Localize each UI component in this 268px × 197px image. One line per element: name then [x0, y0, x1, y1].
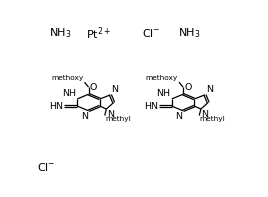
Text: NH: NH: [157, 89, 170, 98]
Text: N: N: [81, 112, 88, 121]
Text: N: N: [111, 85, 118, 94]
Text: methoxy: methoxy: [146, 75, 178, 81]
Text: NH$_3$: NH$_3$: [49, 27, 72, 40]
Text: N: N: [201, 110, 208, 119]
Text: N: N: [107, 110, 114, 119]
Text: HN: HN: [144, 102, 158, 111]
Text: NH: NH: [62, 89, 76, 98]
Text: O: O: [90, 83, 97, 92]
Text: Cl$^{-}$: Cl$^{-}$: [37, 161, 55, 173]
Text: Pt$^{2+}$: Pt$^{2+}$: [86, 25, 111, 42]
Text: N: N: [206, 85, 213, 94]
Text: N: N: [175, 112, 182, 121]
Text: methyl: methyl: [105, 116, 131, 122]
Text: methoxy: methoxy: [51, 75, 83, 81]
Text: HN: HN: [50, 102, 64, 111]
Text: NH$_3$: NH$_3$: [178, 27, 201, 40]
Text: Cl$^{-}$: Cl$^{-}$: [142, 28, 160, 40]
Text: O: O: [184, 83, 191, 92]
Text: methyl: methyl: [200, 116, 226, 122]
